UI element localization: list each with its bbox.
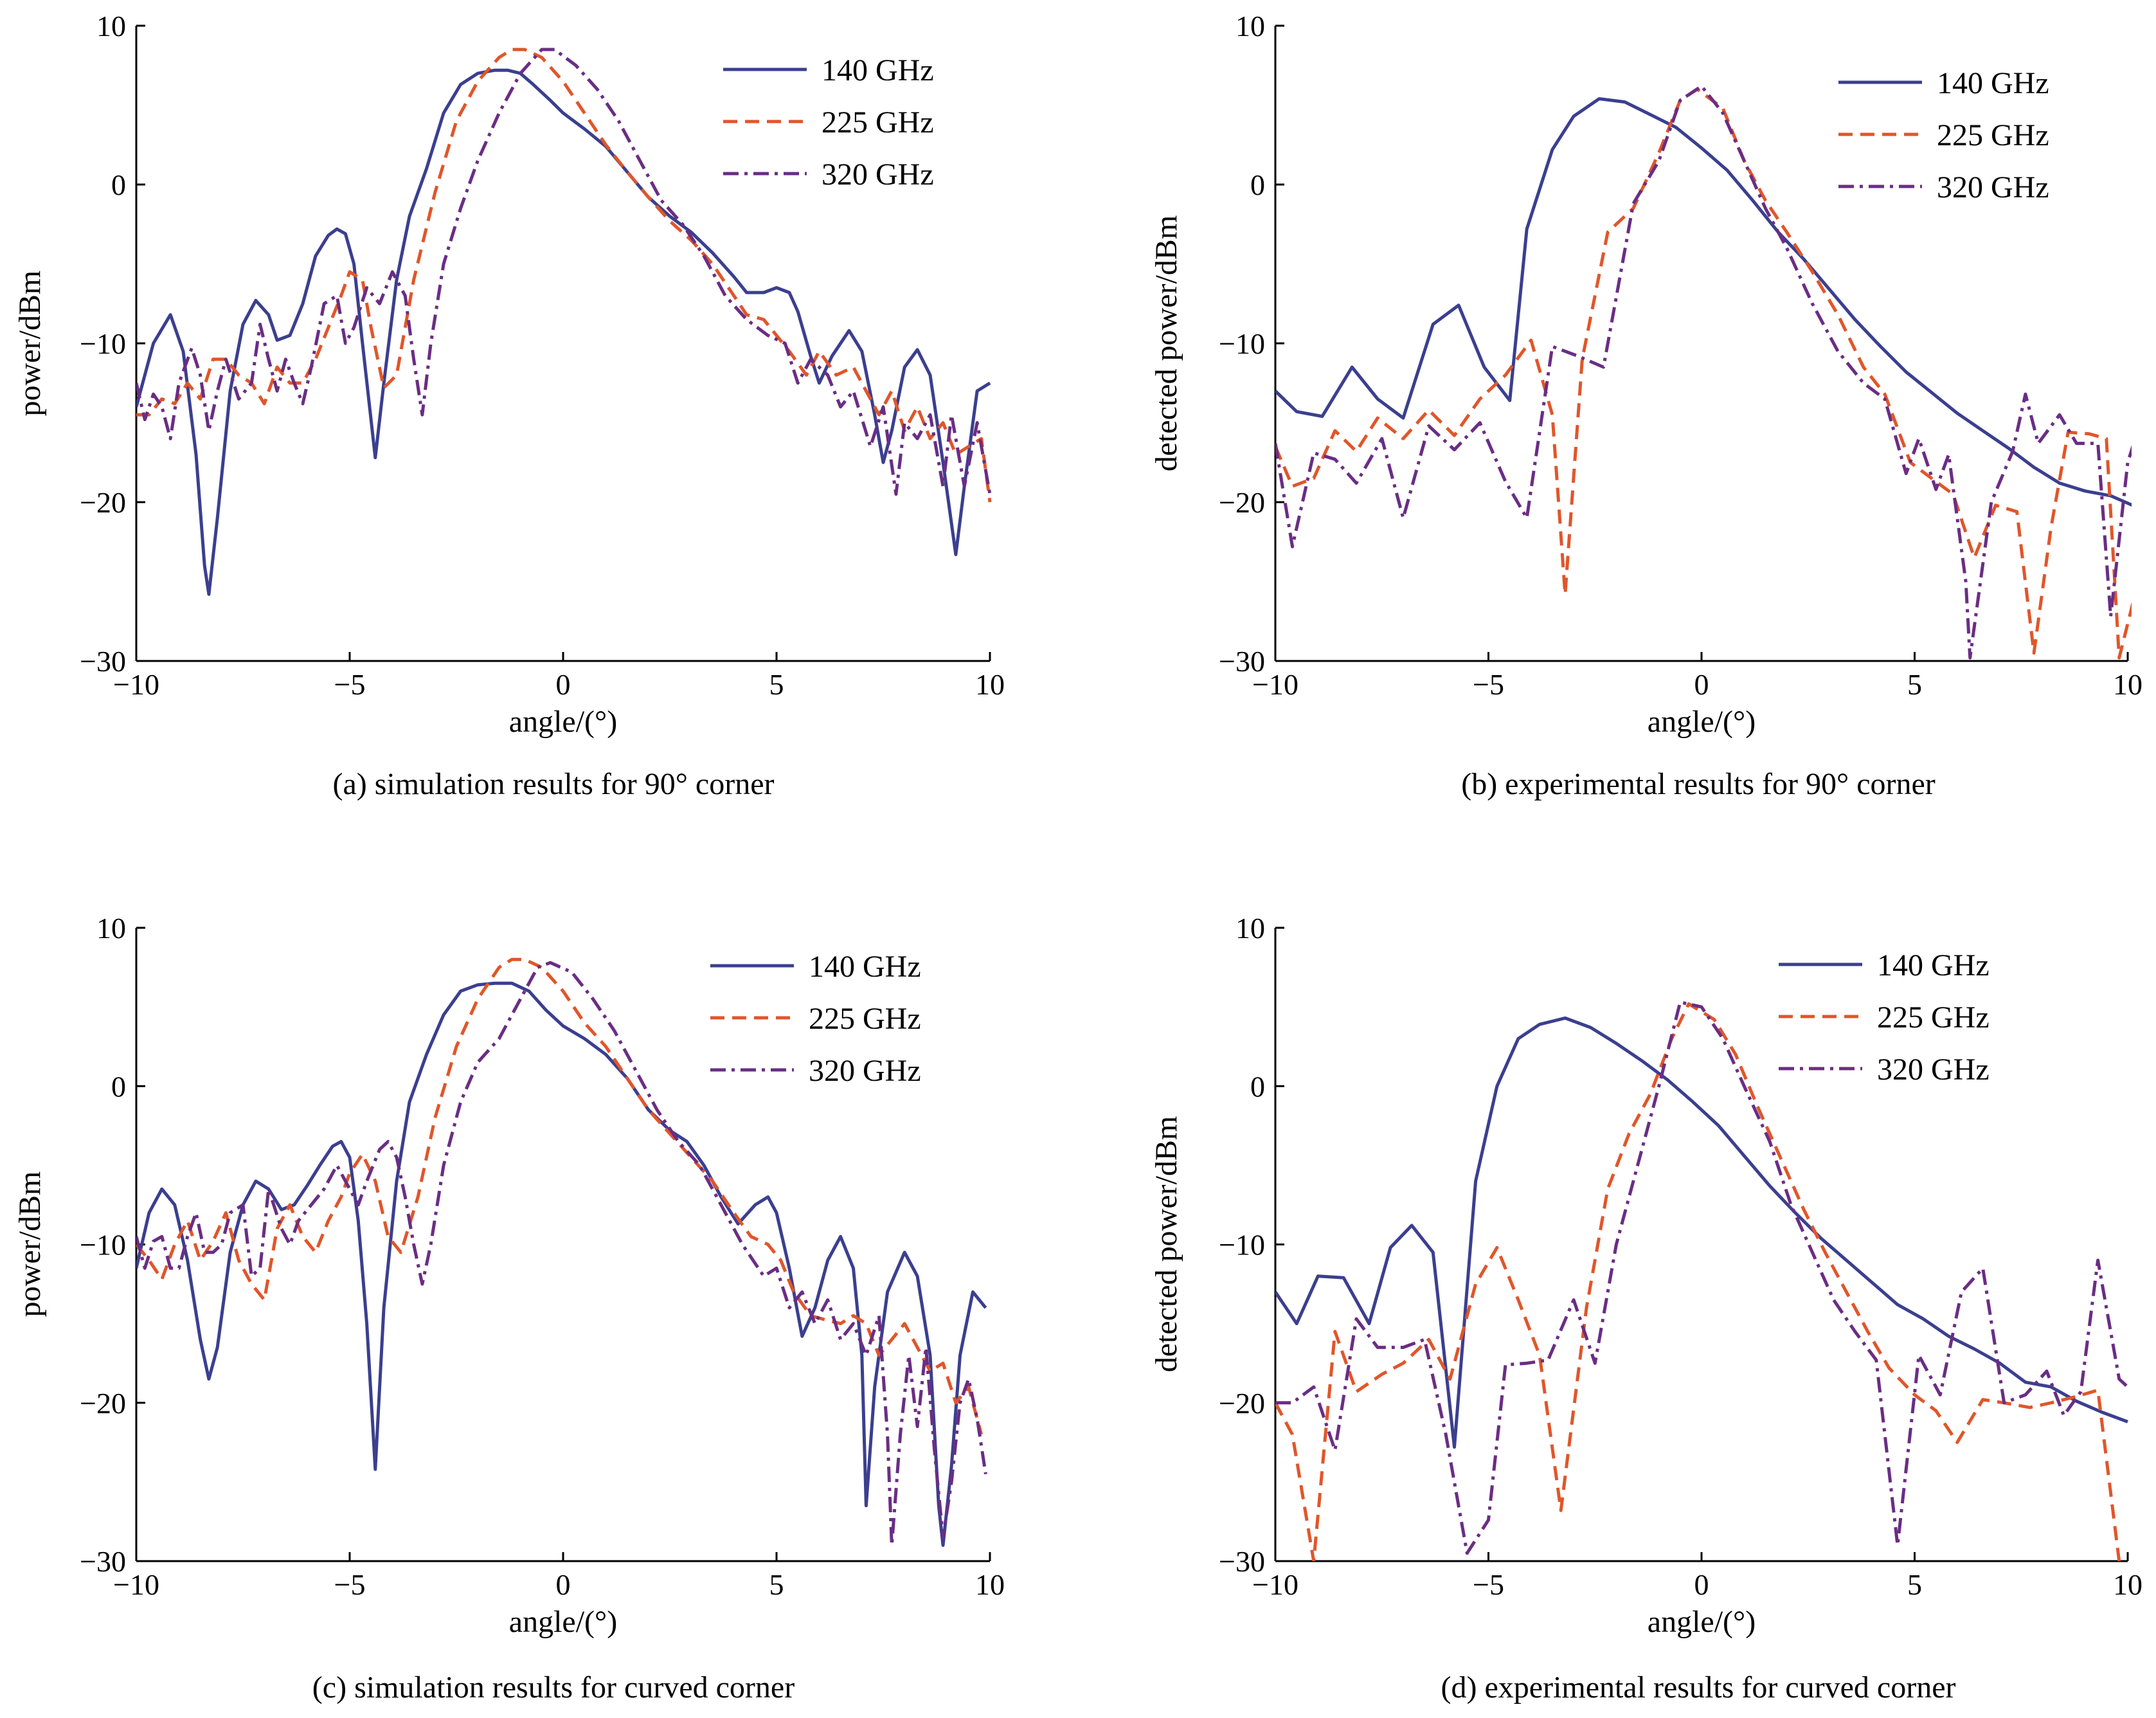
y-tick-label: −30 <box>1219 1545 1265 1578</box>
legend-label: 320 GHz <box>1937 170 2049 204</box>
y-tick-label: −20 <box>80 486 126 519</box>
x-tick-label: 10 <box>2113 668 2143 701</box>
x-tick-label: 10 <box>975 1568 1005 1601</box>
y-tick-label: 10 <box>1235 10 1265 42</box>
series-line-320-ghz <box>1275 1000 2129 1555</box>
legend: 140 GHz 225 GHz 320 GHz <box>710 950 921 1088</box>
y-tick-label: −10 <box>80 327 126 360</box>
x-tick-label: −5 <box>334 668 366 701</box>
series-line-140-ghz <box>136 68 991 596</box>
y-tick-label: 0 <box>1250 168 1265 201</box>
y-tick-label: −10 <box>80 1229 126 1261</box>
series-line-140-ghz <box>1275 1016 2128 1449</box>
x-axis-label: angle/(°) <box>1648 1605 1756 1639</box>
y-tick-label: 0 <box>111 1070 126 1103</box>
x-tick-label: 0 <box>556 668 571 701</box>
x-tick-label: 0 <box>1694 668 1709 701</box>
panel-c: (c) simulation results for curved corner… <box>13 912 1005 1704</box>
series-line-320-ghz <box>136 961 987 1547</box>
series-line-225-ghz <box>1275 87 2132 660</box>
x-tick-label: −5 <box>1473 1568 1504 1601</box>
x-tick-label: 5 <box>1907 1568 1922 1601</box>
y-tick-label: 0 <box>1250 1070 1265 1103</box>
legend-label: 320 GHz <box>809 1054 921 1088</box>
x-tick-label: −5 <box>1473 668 1504 701</box>
legend: 140 GHz 225 GHz 320 GHz <box>723 53 934 192</box>
x-tick-label: −10 <box>113 1568 159 1601</box>
y-tick-label: −20 <box>80 1387 126 1420</box>
plot-area <box>1275 84 2132 660</box>
legend-label: 140 GHz <box>1937 66 2049 100</box>
x-tick-label: −10 <box>1252 1568 1298 1601</box>
panel-b: (b) experimental results for 90° corner −… <box>1149 10 2143 801</box>
legend-label: 320 GHz <box>822 158 934 192</box>
x-tick-label: 10 <box>2113 1568 2143 1601</box>
series-line-140-ghz <box>1275 97 2132 507</box>
plot-area <box>136 957 987 1547</box>
y-tick-label: −30 <box>80 645 126 678</box>
x-tick-label: −10 <box>1252 668 1298 701</box>
y-tick-label: −20 <box>1219 1387 1265 1420</box>
x-tick-label: 5 <box>1907 668 1922 701</box>
plot-area <box>136 48 992 596</box>
series-line-320-ghz <box>1275 84 2132 660</box>
x-tick-label: −10 <box>113 668 159 701</box>
y-axis-label: detected power/dBm <box>1149 215 1183 472</box>
y-axis-label: power/dBm <box>13 1171 47 1317</box>
y-tick-label: 10 <box>96 10 126 42</box>
y-axis-label: power/dBm <box>13 271 47 417</box>
caption-d: (d) experimental results for curved corn… <box>1441 1670 1956 1704</box>
x-tick-label: 5 <box>769 668 784 701</box>
y-tick-label: −10 <box>1219 327 1265 360</box>
y-tick-label: −30 <box>1219 645 1265 678</box>
legend-label: 225 GHz <box>809 1002 921 1036</box>
series-line-225-ghz <box>1275 1002 2121 1561</box>
caption-a: (a) simulation results for 90° corner <box>333 767 775 801</box>
y-tick-label: 10 <box>96 912 126 945</box>
x-tick-label: 0 <box>556 1568 571 1601</box>
legend-label: 140 GHz <box>809 950 921 984</box>
x-tick-label: 5 <box>769 1568 784 1601</box>
y-axis-label: detected power/dBm <box>1149 1116 1183 1373</box>
caption-c: (c) simulation results for curved corner <box>312 1670 795 1704</box>
legend-label: 225 GHz <box>1877 1000 1990 1035</box>
series-line-225-ghz <box>136 957 984 1435</box>
caption-b: (b) experimental results for 90° corner <box>1461 767 1936 801</box>
series-line-140-ghz <box>136 981 987 1547</box>
x-tick-label: −5 <box>334 1568 366 1601</box>
y-tick-label: −10 <box>1219 1229 1265 1261</box>
legend-label: 225 GHz <box>822 105 934 140</box>
x-axis-label: angle/(°) <box>509 1605 617 1639</box>
legend-label: 140 GHz <box>822 53 934 87</box>
legend: 140 GHz 225 GHz 320 GHz <box>1779 948 1990 1087</box>
y-tick-label: −20 <box>1219 486 1265 519</box>
plot-area <box>1275 1000 2129 1561</box>
x-axis-label: angle/(°) <box>1648 705 1756 739</box>
legend-label: 320 GHz <box>1877 1053 1990 1087</box>
y-tick-label: −30 <box>80 1545 126 1578</box>
series-line-320-ghz <box>136 48 992 496</box>
panel-d: (d) experimental results for curved corn… <box>1149 912 2143 1704</box>
y-tick-label: 0 <box>111 168 126 201</box>
panel-a: (a) simulation results for 90° corner −10… <box>13 10 1005 801</box>
legend-label: 140 GHz <box>1877 948 1990 982</box>
x-tick-label: 0 <box>1694 1568 1709 1601</box>
x-axis-label: angle/(°) <box>509 705 617 739</box>
legend: 140 GHz 225 GHz 320 GHz <box>1838 66 2049 204</box>
y-tick-label: 10 <box>1235 912 1265 945</box>
x-tick-label: 10 <box>975 668 1005 701</box>
legend-label: 225 GHz <box>1937 118 2049 152</box>
